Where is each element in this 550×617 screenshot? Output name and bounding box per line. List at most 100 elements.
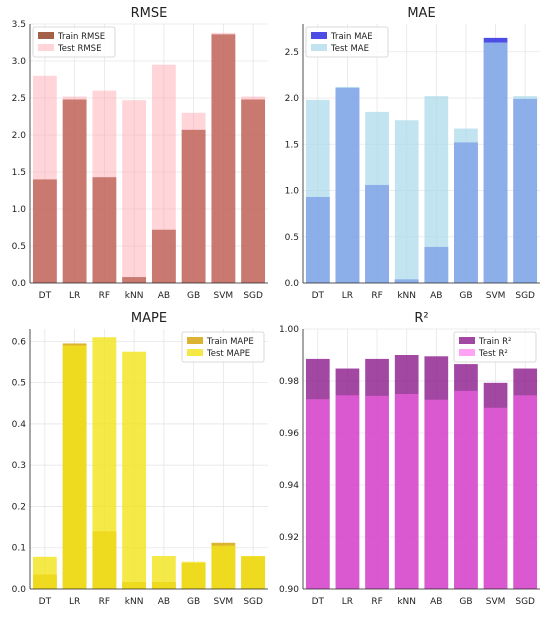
x-tick-label: AB <box>158 597 170 607</box>
x-tick-label: RF <box>99 291 110 301</box>
bar-test-r--knn <box>394 394 419 589</box>
chart-title: MAPE <box>131 311 167 326</box>
bar-test-rmse-sgd <box>241 96 266 284</box>
bar-test-mape-gb <box>181 561 206 589</box>
x-tick-label: SGD <box>515 597 535 607</box>
x-tick-label: LR <box>69 597 80 607</box>
y-tick-label: 1.00 <box>279 325 299 335</box>
legend-swatch <box>187 349 203 356</box>
bar-test-rmse-ab <box>151 64 176 283</box>
bar-test-mae-dt <box>305 99 330 283</box>
legend-label: Test R² <box>478 349 508 359</box>
x-tick-label: kNN <box>397 597 416 607</box>
x-tick-label: DT <box>312 597 325 607</box>
bar-train-rmse-dt <box>32 179 57 283</box>
legend-swatch <box>187 337 203 344</box>
bar-train-rmse-gb <box>181 129 206 283</box>
y-tick-label: 3.0 <box>12 57 27 67</box>
bar-test-mape-sgd <box>241 555 266 589</box>
legend-label: Test MAPE <box>206 349 250 359</box>
y-tick-label: 1.5 <box>12 168 26 178</box>
bar-test-mae-rf <box>365 111 389 283</box>
x-tick-label: RF <box>371 291 382 301</box>
bar-test-rmse-rf <box>92 90 117 283</box>
x-tick-label: GB <box>187 597 200 607</box>
chart-panel-1: 0.0 0.5 1.0 1.5 2.0 2.5 DT LR RF kNN AB GB SVM SGD MAE… <box>285 6 540 301</box>
legend-label: Train MAE <box>330 32 373 42</box>
y-tick-label: 2.0 <box>12 131 27 141</box>
x-tick-label: kNN <box>125 597 144 607</box>
bar-test-rmse-knn <box>122 100 147 283</box>
x-tick-label: SGD <box>243 597 263 607</box>
legend: Train RMSE Test RMSE <box>32 26 116 58</box>
x-tick-label: GB <box>187 291 200 301</box>
x-tick-label: LR <box>69 291 80 301</box>
x-tick-label: RF <box>371 597 382 607</box>
chart-panel-0: 0.0 0.5 1.0 1.5 2.0 2.5 3.0 3.5 DT LR RF kNN AB GB SVM… <box>12 6 268 301</box>
x-tick-label: LR <box>342 597 353 607</box>
x-tick-label: DT <box>39 291 52 301</box>
legend: Train MAPE Test MAPE <box>181 331 265 363</box>
x-tick-label: kNN <box>125 291 144 301</box>
legend-label: Train R² <box>478 337 511 347</box>
x-tick-label: GB <box>459 597 472 607</box>
legend-label: Train MAPE <box>206 337 254 347</box>
y-tick-label: 0.3 <box>12 461 26 471</box>
x-tick-label: SVM <box>486 597 506 607</box>
bar-test-r--rf <box>365 395 389 589</box>
chart-title: RMSE <box>131 6 168 21</box>
legend-swatch <box>38 44 54 51</box>
chart-panel-3: 0.90 0.92 0.94 0.96 0.98 1.00 DT LR RF kNN AB GB SVM… <box>279 311 540 607</box>
y-tick-label: 2.5 <box>12 94 26 104</box>
y-tick-label: 0.0 <box>12 585 27 595</box>
y-tick-label: 0.98 <box>279 377 299 387</box>
bar-test-mape-rf <box>92 337 117 589</box>
x-tick-label: AB <box>430 597 442 607</box>
y-tick-label: 0.4 <box>12 420 27 430</box>
bar-test-mape-knn <box>122 351 147 589</box>
bar-test-r--ab <box>424 399 449 589</box>
y-tick-label: 3.5 <box>12 20 26 30</box>
y-tick-label: 1.0 <box>12 205 27 215</box>
y-tick-label: 0.5 <box>12 379 26 389</box>
y-tick-label: 0.96 <box>279 429 299 439</box>
y-tick-label: 0.5 <box>285 233 299 243</box>
bar-test-mae-lr <box>335 86 360 284</box>
bar-test-mape-ab <box>151 555 176 589</box>
bar-test-r--dt <box>305 399 330 589</box>
y-tick-label: 0.0 <box>12 279 27 289</box>
bar-train-rmse-lr <box>62 99 87 283</box>
y-tick-label: 0.6 <box>12 337 27 347</box>
legend: Train R² Test R² <box>453 331 537 363</box>
x-tick-label: LR <box>342 291 353 301</box>
bar-test-mae-svm <box>483 42 508 283</box>
x-tick-label: AB <box>158 291 170 301</box>
bar-test-mae-sgd <box>513 96 538 284</box>
y-tick-label: 0.5 <box>12 242 26 252</box>
legend: Train MAE Test MAE <box>305 26 389 58</box>
bar-test-rmse-dt <box>32 75 57 283</box>
x-tick-label: DT <box>39 597 52 607</box>
y-tick-label: 1.5 <box>285 140 299 150</box>
legend-label: Test RMSE <box>57 44 101 54</box>
chart-title: MAE <box>407 6 435 21</box>
x-tick-label: kNN <box>397 291 416 301</box>
y-tick-label: 0.1 <box>12 544 26 554</box>
y-tick-label: 0.94 <box>279 481 299 491</box>
y-tick-label: 2.0 <box>285 94 300 104</box>
x-tick-label: AB <box>430 291 442 301</box>
x-tick-label: DT <box>312 291 325 301</box>
bar-train-rmse-svm <box>211 34 236 283</box>
bar-test-rmse-lr <box>62 96 87 284</box>
chart-panel-2: 0.0 0.1 0.2 0.3 0.4 0.5 0.6 DT LR RF kNN AB GB SVM SGD… <box>12 311 268 607</box>
legend-swatch <box>311 44 327 51</box>
bar-test-r--gb <box>454 390 478 589</box>
x-tick-label: SVM <box>214 597 234 607</box>
legend-swatch <box>38 32 54 39</box>
bar-train-rmse-sgd <box>241 99 266 283</box>
bar-train-rmse-knn <box>122 277 147 283</box>
y-tick-label: 1.0 <box>285 187 300 197</box>
y-tick-label: 0.92 <box>279 533 299 543</box>
legend-swatch <box>459 337 475 344</box>
